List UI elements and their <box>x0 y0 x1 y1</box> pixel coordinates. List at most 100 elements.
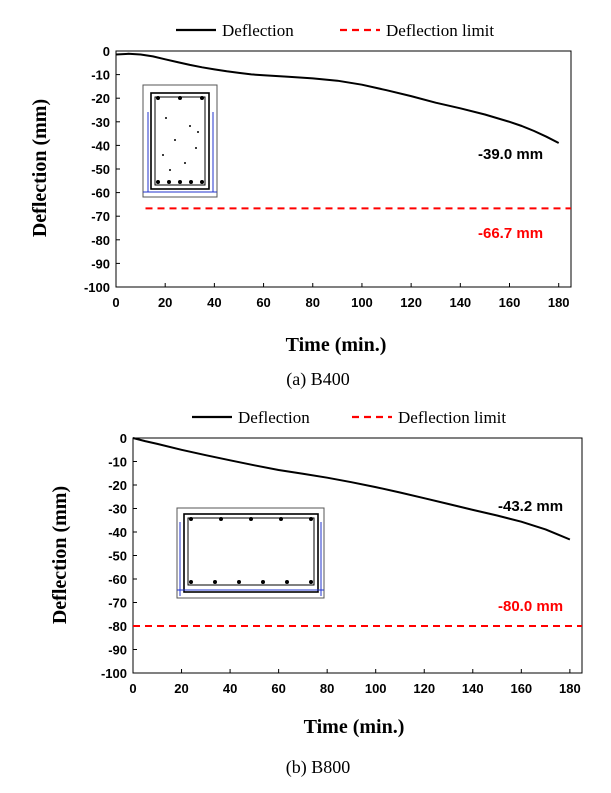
legend: Deflection Deflection limit <box>176 21 494 40</box>
inset-outline <box>176 507 325 599</box>
annotation-final-deflection: -43.2 mm <box>498 498 563 515</box>
annotation-deflection-limit: -66.7 mm <box>478 225 543 242</box>
aggregate-dot <box>169 169 171 171</box>
cross-section-inset <box>176 507 325 599</box>
y-axis-title: Deflection (mm) <box>29 99 51 237</box>
y-tick-label: -20 <box>108 478 127 493</box>
y-tick-label: -60 <box>91 186 110 201</box>
figure-caption: (b) B800 <box>286 757 351 778</box>
x-tick-label: 0 <box>112 295 119 310</box>
y-tick-label: -70 <box>108 596 127 611</box>
rebar-dot <box>219 517 223 521</box>
rebar-dot <box>309 517 313 521</box>
y-tick-label: -40 <box>108 525 127 540</box>
rebar-dot <box>261 580 265 584</box>
x-tick-label: 60 <box>271 681 285 696</box>
x-tick-label: 120 <box>413 681 435 696</box>
annotation-final-deflection: -39.0 mm <box>478 146 543 163</box>
aggregate-dot <box>165 117 167 119</box>
y-tick-label: -100 <box>84 280 110 295</box>
series-lines <box>115 52 571 210</box>
y-tick-label: -30 <box>91 115 110 130</box>
y-tick-label: -30 <box>108 502 127 517</box>
x-tick-label: 160 <box>499 295 521 310</box>
x-tick-label: 60 <box>256 295 270 310</box>
y-tick-label: -100 <box>101 666 127 681</box>
rebar-dot <box>285 580 289 584</box>
x-tick-label: 100 <box>365 681 387 696</box>
rebar-dot <box>156 180 160 184</box>
legend: Deflection Deflection limit <box>192 408 506 427</box>
x-tick-label: 20 <box>158 295 172 310</box>
deflection-line <box>132 437 571 541</box>
inset-rebars <box>156 96 204 184</box>
legend-label-deflection-limit: Deflection limit <box>398 408 506 427</box>
x-axis-ticks: 0 20 40 60 80 100 120 140 160 180 <box>129 669 581 696</box>
x-tick-label: 100 <box>351 295 373 310</box>
x-tick-label: 20 <box>174 681 188 696</box>
rebar-dot <box>200 96 204 100</box>
rebar-dot <box>178 180 182 184</box>
y-tick-label: -10 <box>108 455 127 470</box>
y-tick-label: 0 <box>120 431 127 446</box>
x-tick-label: 180 <box>559 681 581 696</box>
aggregate-dot <box>197 131 199 133</box>
x-tick-label: 0 <box>129 681 136 696</box>
inset-rebars <box>189 517 313 584</box>
y-tick-label: 0 <box>103 44 110 59</box>
x-axis-ticks: 0 20 40 60 80 100 120 140 160 180 <box>112 283 570 310</box>
figure-caption: (a) B400 <box>286 369 349 390</box>
inset-section <box>183 513 319 593</box>
aggregate-dot <box>184 162 186 164</box>
series-lines <box>132 437 582 627</box>
x-axis-title: Time (min.) <box>286 334 387 356</box>
y-tick-label: -60 <box>108 572 127 587</box>
rebar-dot <box>213 580 217 584</box>
legend-label-deflection: Deflection <box>222 21 294 40</box>
x-tick-label: 160 <box>510 681 532 696</box>
y-axis-ticks: 0 -10 -20 -30 -40 -50 -60 -70 -80 -90 -100 <box>101 431 137 681</box>
y-tick-label: -50 <box>91 162 110 177</box>
y-tick-label: -50 <box>108 549 127 564</box>
rebar-dot <box>249 517 253 521</box>
x-tick-label: 120 <box>400 295 422 310</box>
inset-section <box>150 92 210 190</box>
y-tick-label: -90 <box>108 643 127 658</box>
annotation-deflection-limit: -80.0 mm <box>498 598 563 615</box>
rebar-dot <box>189 180 193 184</box>
aggregate-dot <box>174 139 176 141</box>
x-tick-label: 140 <box>449 295 471 310</box>
rebar-dot <box>309 580 313 584</box>
rebar-dot <box>189 517 193 521</box>
y-tick-label: -80 <box>91 233 110 248</box>
y-axis-ticks: 0 -10 -20 -30 -40 -50 -60 -70 -80 -90 -100 <box>84 44 120 295</box>
rebar-dot <box>167 180 171 184</box>
legend-label-deflection: Deflection <box>238 408 310 427</box>
x-tick-label: 80 <box>320 681 334 696</box>
rebar-dot <box>237 580 241 584</box>
y-tick-label: -80 <box>108 619 127 634</box>
x-axis-title: Time (min.) <box>304 716 405 738</box>
aggregate-dot <box>162 154 164 156</box>
deflection-line <box>115 52 560 144</box>
x-tick-label: 140 <box>462 681 484 696</box>
y-tick-label: -10 <box>91 68 110 83</box>
x-tick-label: 180 <box>548 295 570 310</box>
y-tick-label: -20 <box>91 91 110 106</box>
legend-label-deflection-limit: Deflection limit <box>386 21 494 40</box>
y-tick-label: -90 <box>91 256 110 271</box>
y-axis-title: Deflection (mm) <box>49 486 71 624</box>
rebar-dot <box>200 180 204 184</box>
y-tick-label: -40 <box>91 138 110 153</box>
y-tick-label: -70 <box>91 209 110 224</box>
rebar-dot <box>156 96 160 100</box>
x-tick-label: 40 <box>223 681 237 696</box>
chart-panel-a: Deflection Deflection limit <box>29 21 572 390</box>
aggregate-dot <box>195 147 197 149</box>
rebar-dot <box>279 517 283 521</box>
rebar-dot <box>178 96 182 100</box>
cross-section-inset <box>142 84 218 198</box>
x-tick-label: 80 <box>306 295 320 310</box>
chart-panel-b: Deflection Deflection limit <box>49 408 583 778</box>
